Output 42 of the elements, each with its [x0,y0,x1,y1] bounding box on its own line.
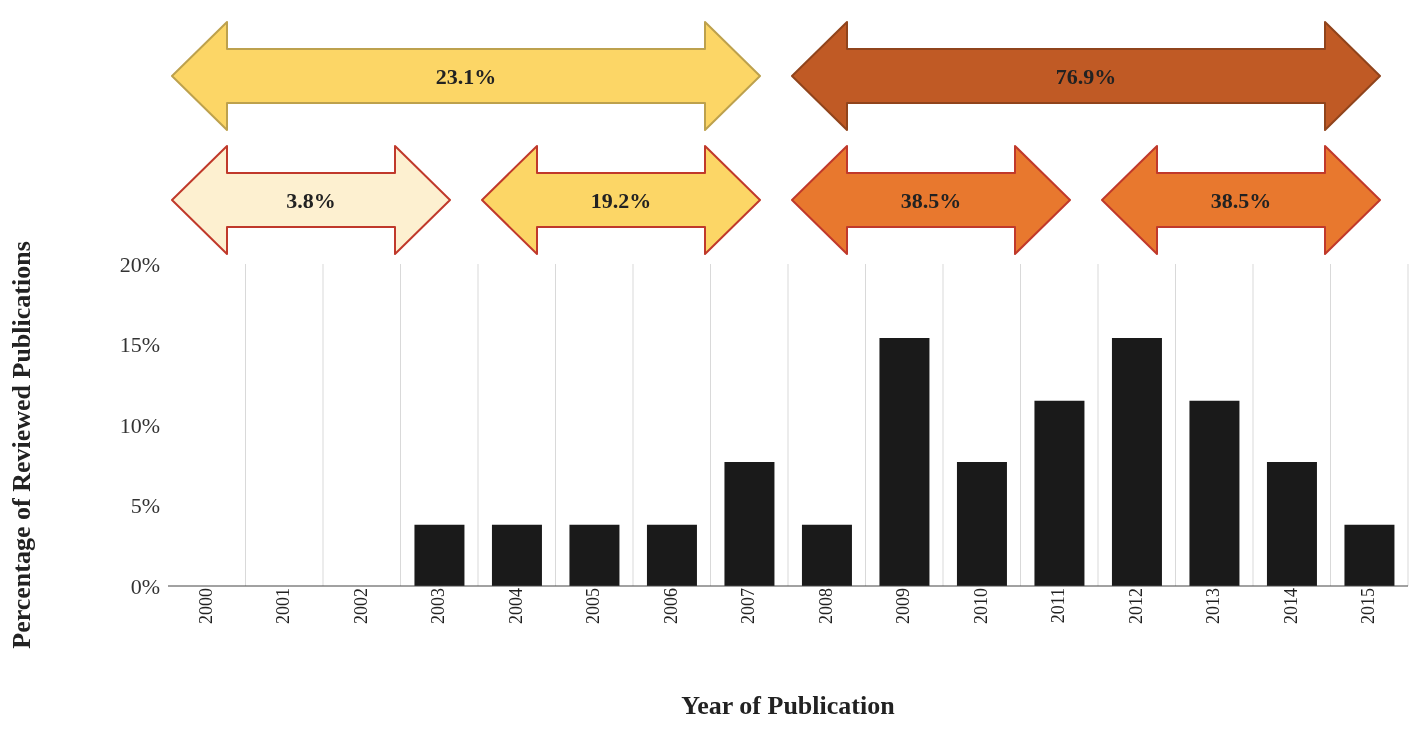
x-tick-label: 2013 [1203,588,1224,624]
bar [414,524,465,586]
x-tick-label: 2015 [1358,588,1379,624]
x-tick-label: 2004 [505,588,526,624]
x-tick-label: 2003 [428,588,449,624]
bar [646,524,697,586]
x-tick-label: 2014 [1280,588,1301,624]
text: 23.1% [435,64,497,89]
x-tick-label: 2001 [273,588,294,624]
bar [1344,524,1395,586]
bar [1266,462,1317,586]
x-tick-label: 2011 [1048,588,1069,624]
bar [801,524,852,586]
bar [1034,400,1085,586]
x-axis-title: Year of Publication [681,691,896,721]
y-tick-label: 20% [119,251,160,277]
bar [1111,338,1162,586]
text: 76.9% [1055,64,1117,89]
x-tick-label: 2010 [970,588,991,624]
x-tick-label: 2009 [893,588,914,624]
text: 19.2% [590,188,652,213]
x-tick-label: 2002 [350,588,371,624]
x-tick-label: 2005 [583,588,604,624]
text: 38.5% [1210,188,1272,213]
text: 38.5% [900,188,962,213]
bar [724,462,775,586]
bar [879,338,930,586]
y-tick-label: 5% [130,493,160,519]
bar [1189,400,1240,586]
bar [569,524,620,586]
y-axis-title: Percentage of Reviewed Publications [7,241,37,649]
text: 3.8% [286,188,336,213]
bar [956,462,1007,586]
y-tick-label: 0% [130,573,160,599]
y-tick-label: 10% [119,412,160,438]
x-tick-label: 2008 [815,588,836,624]
x-tick-label: 2006 [660,588,681,624]
x-tick-label: 2007 [738,588,759,624]
y-tick-label: 15% [119,332,160,358]
x-tick-label: 2000 [195,588,216,624]
bar [491,524,542,586]
x-tick-label: 2012 [1125,588,1146,624]
